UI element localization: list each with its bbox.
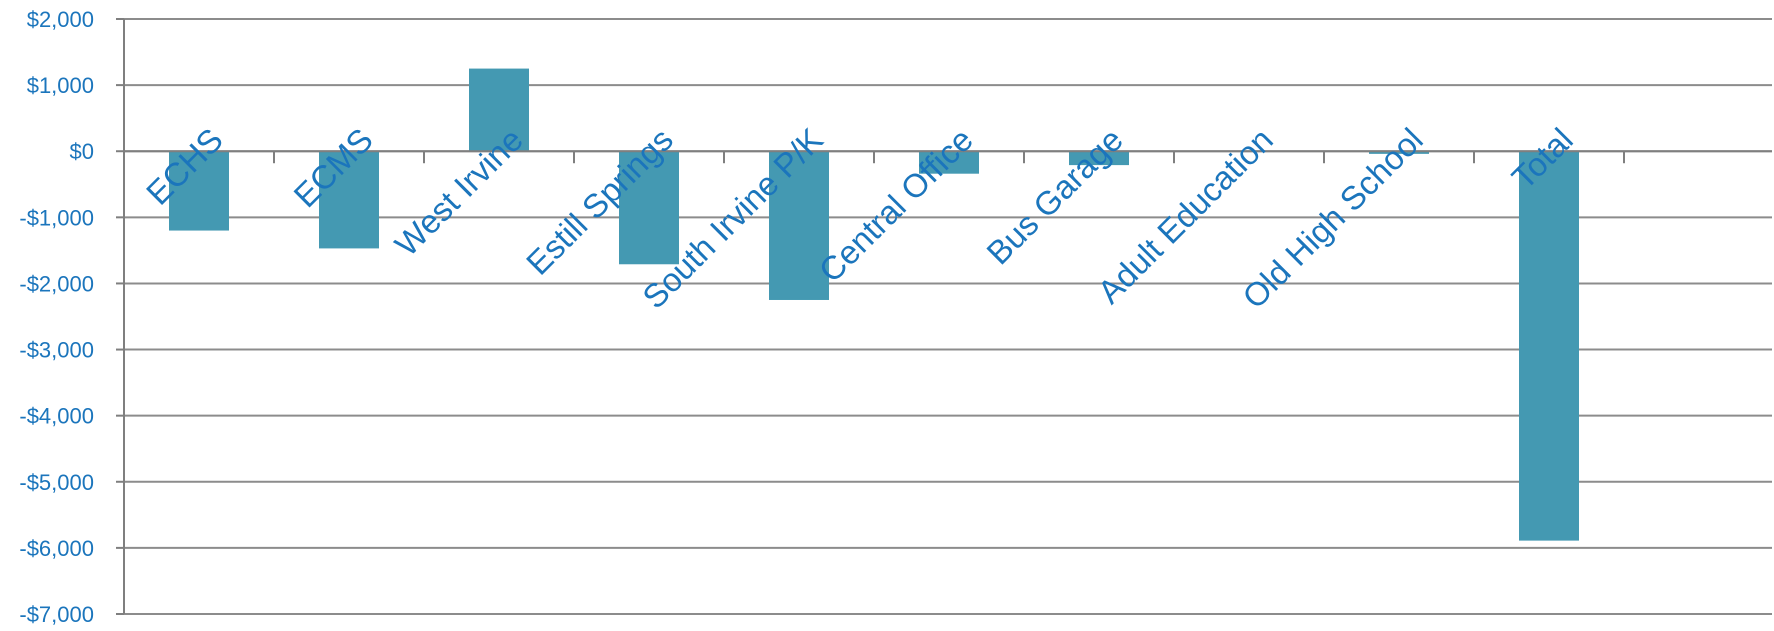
category-label: West Irvine <box>388 121 530 263</box>
bar-estill-springs <box>619 151 679 265</box>
bar-central-office <box>919 151 979 174</box>
y-tick-label: -$2,000 <box>19 271 94 296</box>
y-tick-label: $2,000 <box>27 7 94 32</box>
bar-old-high-school <box>1369 151 1429 154</box>
category-label: Central Office <box>812 121 980 289</box>
bar-bus-garage <box>1069 151 1129 166</box>
bars <box>169 68 1579 541</box>
bar-west-irvine <box>469 68 529 152</box>
y-tick-label: -$6,000 <box>19 536 94 561</box>
y-tick-label: -$4,000 <box>19 404 94 429</box>
y-tick-label: -$1,000 <box>19 205 94 230</box>
category-label: Bus Garage <box>979 121 1130 272</box>
y-tick-label: -$5,000 <box>19 470 94 495</box>
y-tick-label: $0 <box>70 139 94 164</box>
bar-ecms <box>319 151 379 249</box>
bar-echs <box>169 151 229 231</box>
bar-south-irvine-p-k <box>769 151 829 300</box>
y-tick-label: $1,000 <box>27 73 94 98</box>
y-axis-tick-labels: $2,000 $1,000 $0 -$1,000 -$2,000 -$3,000 -$4,0… <box>19 7 94 627</box>
bar-total <box>1519 151 1579 541</box>
axes <box>116 18 1772 615</box>
y-tick-label: -$7,000 <box>19 602 94 627</box>
y-tick-label: -$3,000 <box>19 338 94 363</box>
